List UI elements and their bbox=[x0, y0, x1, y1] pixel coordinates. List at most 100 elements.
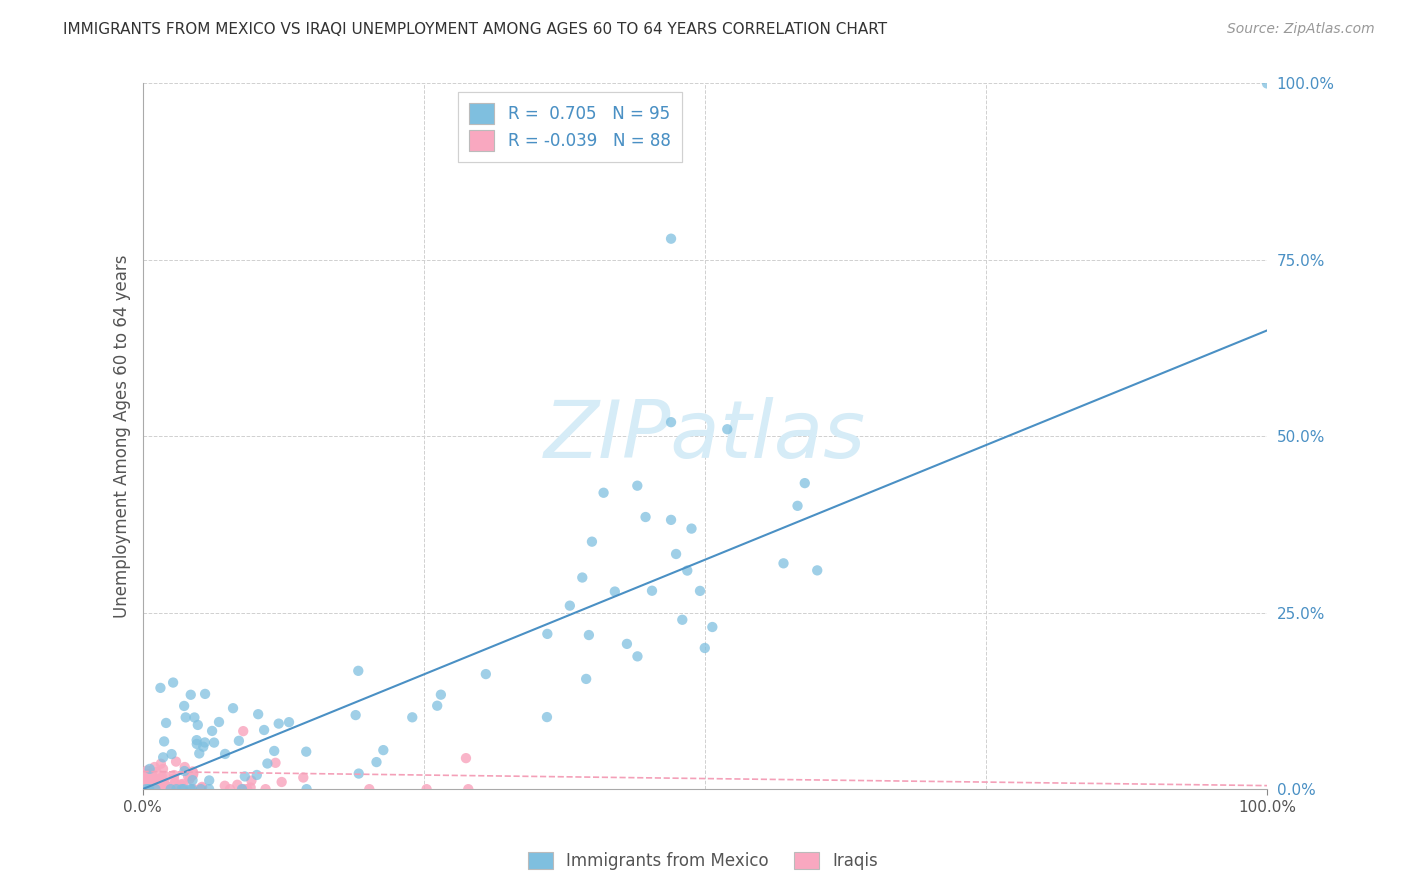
Point bbox=[173, 764, 195, 778]
Point bbox=[239, 780, 262, 795]
Point bbox=[135, 772, 157, 787]
Point bbox=[603, 584, 626, 599]
Point bbox=[373, 743, 395, 757]
Point bbox=[148, 780, 170, 795]
Point bbox=[177, 769, 200, 783]
Point bbox=[188, 747, 211, 761]
Point bbox=[138, 773, 160, 788]
Point bbox=[190, 780, 212, 795]
Point bbox=[267, 716, 290, 731]
Point bbox=[186, 737, 208, 751]
Point bbox=[578, 628, 600, 642]
Point bbox=[138, 774, 160, 789]
Point bbox=[145, 765, 167, 780]
Point bbox=[214, 779, 236, 793]
Point bbox=[141, 780, 163, 795]
Point bbox=[173, 760, 195, 774]
Point bbox=[170, 777, 193, 791]
Point bbox=[132, 771, 155, 785]
Point bbox=[359, 782, 381, 797]
Point bbox=[264, 756, 287, 770]
Point bbox=[236, 782, 259, 797]
Point bbox=[247, 707, 270, 722]
Legend: Immigrants from Mexico, Iraqis: Immigrants from Mexico, Iraqis bbox=[522, 845, 884, 877]
Point bbox=[671, 613, 693, 627]
Point bbox=[180, 688, 202, 702]
Point bbox=[148, 777, 170, 791]
Point bbox=[135, 782, 157, 797]
Point bbox=[173, 782, 195, 797]
Point bbox=[571, 570, 593, 584]
Point bbox=[693, 640, 716, 655]
Point bbox=[659, 232, 682, 246]
Point bbox=[278, 715, 301, 730]
Point bbox=[149, 756, 172, 771]
Point bbox=[145, 782, 167, 797]
Point bbox=[626, 478, 648, 492]
Point bbox=[160, 782, 183, 797]
Point bbox=[143, 760, 166, 774]
Point bbox=[152, 777, 174, 791]
Point bbox=[347, 766, 370, 780]
Point bbox=[536, 627, 558, 641]
Point bbox=[165, 782, 187, 797]
Point bbox=[163, 772, 186, 786]
Point bbox=[157, 780, 180, 794]
Point bbox=[138, 762, 160, 776]
Point bbox=[152, 778, 174, 792]
Point bbox=[681, 522, 703, 536]
Point bbox=[263, 744, 285, 758]
Point bbox=[201, 723, 224, 738]
Point bbox=[146, 776, 169, 790]
Text: Source: ZipAtlas.com: Source: ZipAtlas.com bbox=[1227, 22, 1375, 37]
Point bbox=[149, 782, 172, 797]
Point bbox=[153, 781, 176, 796]
Point bbox=[132, 776, 155, 790]
Point bbox=[634, 510, 657, 524]
Point bbox=[581, 534, 603, 549]
Point bbox=[626, 649, 648, 664]
Point bbox=[142, 776, 165, 790]
Point bbox=[659, 415, 682, 429]
Point bbox=[475, 667, 498, 681]
Point bbox=[716, 422, 738, 436]
Point bbox=[170, 782, 193, 797]
Point bbox=[426, 698, 449, 713]
Point bbox=[136, 777, 159, 791]
Point bbox=[194, 735, 217, 749]
Point bbox=[786, 499, 808, 513]
Point bbox=[401, 710, 423, 724]
Point bbox=[155, 780, 177, 795]
Point bbox=[772, 557, 794, 571]
Point bbox=[181, 781, 204, 796]
Point bbox=[139, 780, 162, 795]
Point bbox=[558, 599, 581, 613]
Point bbox=[256, 756, 278, 771]
Point bbox=[194, 687, 217, 701]
Point bbox=[155, 779, 177, 793]
Point bbox=[806, 563, 828, 577]
Point bbox=[181, 768, 204, 782]
Point bbox=[138, 782, 160, 797]
Point bbox=[181, 773, 204, 788]
Point bbox=[232, 782, 254, 797]
Point bbox=[246, 768, 269, 782]
Point bbox=[180, 782, 202, 797]
Point bbox=[415, 782, 437, 797]
Point bbox=[240, 773, 263, 788]
Point bbox=[174, 710, 197, 724]
Point bbox=[222, 701, 245, 715]
Point bbox=[454, 751, 477, 765]
Point bbox=[183, 710, 205, 724]
Text: IMMIGRANTS FROM MEXICO VS IRAQI UNEMPLOYMENT AMONG AGES 60 TO 64 YEARS CORRELATI: IMMIGRANTS FROM MEXICO VS IRAQI UNEMPLOY… bbox=[63, 22, 887, 37]
Point bbox=[689, 583, 711, 598]
Point bbox=[136, 764, 159, 778]
Point bbox=[138, 780, 160, 795]
Point bbox=[153, 734, 176, 748]
Point bbox=[659, 513, 682, 527]
Point bbox=[191, 780, 214, 794]
Point bbox=[292, 771, 315, 785]
Point bbox=[165, 755, 187, 769]
Point bbox=[138, 782, 160, 797]
Point bbox=[347, 664, 370, 678]
